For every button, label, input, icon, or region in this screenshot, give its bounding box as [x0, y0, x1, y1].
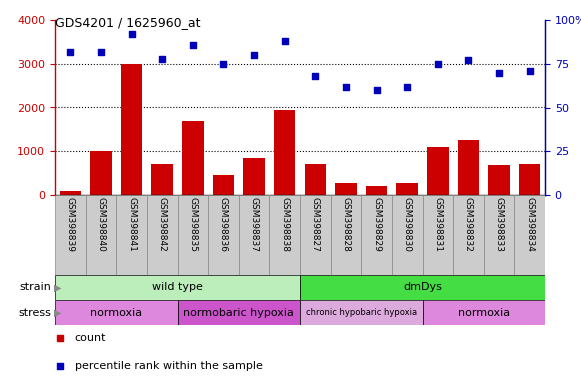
Text: GSM398835: GSM398835	[188, 197, 198, 252]
Text: GSM398831: GSM398831	[433, 197, 442, 252]
Point	[403, 83, 412, 89]
Bar	[453, 195, 484, 275]
Bar	[60, 190, 81, 195]
Text: GSM398838: GSM398838	[280, 197, 289, 252]
Bar	[396, 183, 418, 195]
Bar	[55, 300, 178, 325]
Bar	[361, 195, 392, 275]
Point	[494, 70, 504, 76]
Point	[372, 87, 381, 93]
Text: GSM398830: GSM398830	[403, 197, 412, 252]
Point	[433, 61, 443, 67]
Text: GSM398829: GSM398829	[372, 197, 381, 252]
Text: GSM398833: GSM398833	[494, 197, 504, 252]
Bar	[458, 140, 479, 195]
Text: GSM398834: GSM398834	[525, 197, 534, 252]
Bar	[304, 164, 326, 195]
Point	[525, 68, 535, 74]
Text: GSM398837: GSM398837	[250, 197, 259, 252]
Text: percentile rank within the sample: percentile rank within the sample	[74, 361, 263, 371]
Point	[55, 363, 64, 369]
Point	[341, 83, 350, 89]
Point	[127, 31, 136, 37]
Text: GSM398842: GSM398842	[157, 197, 167, 252]
Text: dmDys: dmDys	[403, 283, 442, 293]
Bar	[152, 164, 173, 195]
Point	[280, 38, 289, 44]
Bar	[208, 195, 239, 275]
Bar	[178, 195, 208, 275]
Bar	[178, 300, 300, 325]
Text: wild type: wild type	[152, 283, 203, 293]
Bar	[55, 275, 300, 300]
Text: GSM398827: GSM398827	[311, 197, 320, 252]
Text: GSM398839: GSM398839	[66, 197, 75, 252]
Text: ▶: ▶	[54, 308, 62, 318]
Bar	[239, 195, 270, 275]
Text: normobaric hypoxia: normobaric hypoxia	[184, 308, 294, 318]
Bar	[213, 175, 234, 195]
Bar	[55, 195, 85, 275]
Text: normoxia: normoxia	[90, 308, 142, 318]
Bar	[116, 195, 147, 275]
Bar	[147, 195, 178, 275]
Bar	[427, 147, 449, 195]
Bar	[484, 195, 514, 275]
Bar	[274, 110, 295, 195]
Bar	[335, 183, 357, 195]
Point	[464, 57, 473, 63]
Bar	[514, 195, 545, 275]
Bar	[422, 195, 453, 275]
Text: GSM398840: GSM398840	[96, 197, 105, 252]
Text: GSM398832: GSM398832	[464, 197, 473, 252]
Bar	[85, 195, 116, 275]
Bar	[90, 151, 112, 195]
Bar	[121, 64, 142, 195]
Point	[219, 61, 228, 67]
Bar	[392, 195, 422, 275]
Point	[188, 41, 198, 48]
Point	[66, 48, 75, 55]
Text: normoxia: normoxia	[458, 308, 510, 318]
Bar	[300, 195, 331, 275]
Bar	[331, 195, 361, 275]
Text: ▶: ▶	[54, 283, 62, 293]
Point	[249, 52, 259, 58]
Text: count: count	[74, 333, 106, 343]
Text: GSM398841: GSM398841	[127, 197, 136, 252]
Point	[157, 55, 167, 61]
Text: chronic hypobaric hypoxia: chronic hypobaric hypoxia	[306, 308, 417, 317]
Bar	[489, 165, 510, 195]
Text: GSM398836: GSM398836	[219, 197, 228, 252]
Text: GSM398828: GSM398828	[342, 197, 350, 252]
Bar	[366, 186, 388, 195]
Point	[55, 335, 64, 341]
Text: GDS4201 / 1625960_at: GDS4201 / 1625960_at	[55, 16, 200, 29]
Bar	[300, 300, 422, 325]
Bar	[519, 164, 540, 195]
Bar	[182, 121, 203, 195]
Bar	[300, 275, 545, 300]
Text: strain: strain	[19, 283, 51, 293]
Point	[96, 48, 106, 55]
Point	[311, 73, 320, 79]
Bar	[243, 158, 265, 195]
Bar	[422, 300, 545, 325]
Text: stress: stress	[18, 308, 51, 318]
Bar	[270, 195, 300, 275]
